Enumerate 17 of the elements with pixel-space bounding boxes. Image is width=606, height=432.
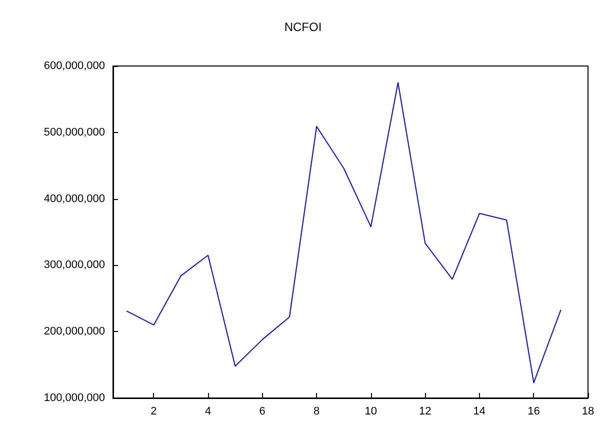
x-tick-label: 2	[150, 406, 157, 418]
y-tick-label: 600,000,000	[44, 60, 105, 72]
x-tick-label: 14	[473, 406, 486, 418]
x-tick-label: 18	[582, 406, 594, 418]
y-tick-label: 400,000,000	[44, 192, 105, 205]
y-tick-label: 100,000,000	[44, 392, 105, 404]
chart-title: NCFOI	[284, 20, 322, 34]
y-tick-label: 200,000,000	[44, 326, 105, 338]
y-tick-label: 500,000,000	[44, 126, 105, 138]
line-series	[126, 82, 562, 384]
x-tick-label: 6	[259, 406, 266, 418]
x-tick-label: 4	[204, 406, 212, 418]
y-tick-label: 300,000,000	[44, 259, 105, 272]
x-tick-label: 12	[419, 406, 432, 418]
x-tick-label: 16	[528, 406, 540, 418]
x-tick-label: 8	[314, 406, 320, 418]
x-tick-label: 10	[364, 406, 377, 418]
